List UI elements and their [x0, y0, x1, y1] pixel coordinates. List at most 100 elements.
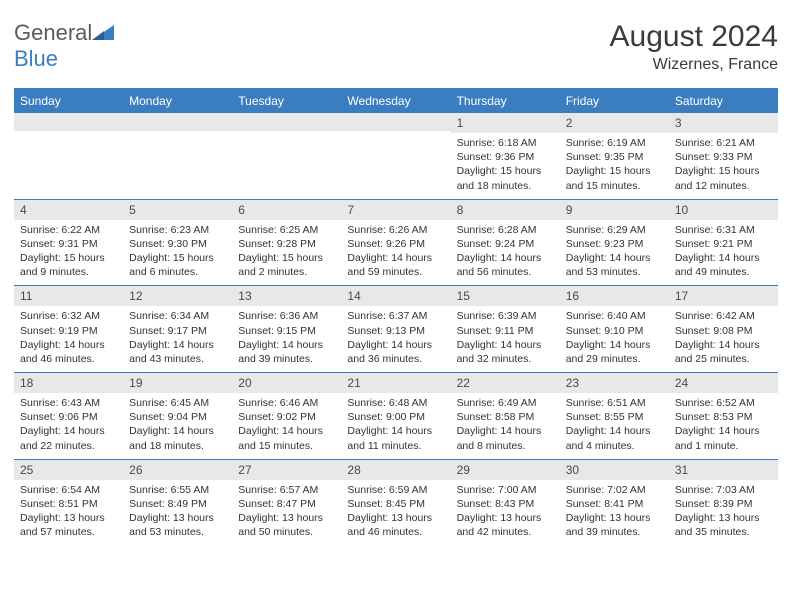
week-row: 1Sunrise: 6:18 AMSunset: 9:36 PMDaylight…: [14, 113, 778, 200]
sunrise-text: Sunrise: 6:59 AM: [347, 483, 444, 497]
date-number: 8: [451, 200, 560, 220]
sunrise-text: Sunrise: 6:36 AM: [238, 309, 335, 323]
day-cell: 5Sunrise: 6:23 AMSunset: 9:30 PMDaylight…: [123, 199, 232, 286]
day-header: Friday: [560, 89, 669, 113]
date-number: [341, 113, 450, 131]
date-number: 20: [232, 373, 341, 393]
sunset-text: Sunset: 9:19 PM: [20, 324, 117, 338]
day-cell: 24Sunrise: 6:52 AMSunset: 8:53 PMDayligh…: [669, 373, 778, 460]
daylight-text: Daylight: 14 hours and 32 minutes.: [457, 338, 554, 366]
day-cell: 10Sunrise: 6:31 AMSunset: 9:21 PMDayligh…: [669, 199, 778, 286]
sunrise-text: Sunrise: 6:18 AM: [457, 136, 554, 150]
sunrise-text: Sunrise: 6:37 AM: [347, 309, 444, 323]
sunset-text: Sunset: 8:51 PM: [20, 497, 117, 511]
day-detail: Sunrise: 6:19 AMSunset: 9:35 PMDaylight:…: [560, 133, 669, 199]
day-detail: Sunrise: 6:32 AMSunset: 9:19 PMDaylight:…: [14, 306, 123, 372]
daylight-text: Daylight: 14 hours and 46 minutes.: [20, 338, 117, 366]
day-cell: 20 Sunrise: 6:46 AMSunset: 9:02 PMDayligh…: [232, 373, 341, 460]
sunrise-text: Sunrise: 6:21 AM: [675, 136, 772, 150]
day-detail: Sunrise: 6:21 AMSunset: 9:33 PMDaylight:…: [669, 133, 778, 199]
sunset-text: Sunset: 8:45 PM: [347, 497, 444, 511]
sunrise-text: Sunrise: 6:25 AM: [238, 223, 335, 237]
sunrise-text: Sunrise: 6:54 AM: [20, 483, 117, 497]
day-cell: [341, 113, 450, 200]
day-detail: Sunrise: 6:54 AMSunset: 8:51 PMDaylight:…: [14, 480, 123, 546]
date-number: 12: [123, 286, 232, 306]
day-cell: 28Sunrise: 6:59 AMSunset: 8:45 PMDayligh…: [341, 459, 450, 545]
sunrise-text: Sunrise: 6:31 AM: [675, 223, 772, 237]
day-header: Saturday: [669, 89, 778, 113]
date-number: [232, 113, 341, 131]
sunset-text: Sunset: 8:55 PM: [566, 410, 663, 424]
sunset-text: Sunset: 9:15 PM: [238, 324, 335, 338]
date-number: 25: [14, 460, 123, 480]
daylight-text: Daylight: 14 hours and 11 minutes.: [347, 424, 444, 452]
day-detail: Sunrise: 6:49 AMSunset: 8:58 PMDaylight:…: [451, 393, 560, 459]
day-cell: 13Sunrise: 6:36 AMSunset: 9:15 PMDayligh…: [232, 286, 341, 373]
day-detail: Sunrise: 6:52 AMSunset: 8:53 PMDaylight:…: [669, 393, 778, 459]
sunrise-text: Sunrise: 6:51 AM: [566, 396, 663, 410]
calendar-body: 1Sunrise: 6:18 AMSunset: 9:36 PMDaylight…: [14, 113, 778, 546]
daylight-text: Daylight: 13 hours and 53 minutes.: [129, 511, 226, 539]
logo: General Blue: [14, 20, 114, 72]
date-number: 21: [341, 373, 450, 393]
day-detail: Sunrise: 6:55 AMSunset: 8:49 PMDaylight:…: [123, 480, 232, 546]
day-detail: Sunrise: 6:34 AMSunset: 9:17 PMDaylight:…: [123, 306, 232, 372]
daylight-text: Daylight: 15 hours and 9 minutes.: [20, 251, 117, 279]
daylight-text: Daylight: 14 hours and 15 minutes.: [238, 424, 335, 452]
day-cell: 31Sunrise: 7:03 AMSunset: 8:39 PMDayligh…: [669, 459, 778, 545]
date-number: 17: [669, 286, 778, 306]
week-row: 25Sunrise: 6:54 AMSunset: 8:51 PMDayligh…: [14, 459, 778, 545]
sunrise-text: Sunrise: 6:55 AM: [129, 483, 226, 497]
date-number: 28: [341, 460, 450, 480]
day-detail: [123, 131, 232, 193]
day-cell: 6Sunrise: 6:25 AMSunset: 9:28 PMDaylight…: [232, 199, 341, 286]
sunset-text: Sunset: 8:53 PM: [675, 410, 772, 424]
day-detail: Sunrise: 6:51 AMSunset: 8:55 PMDaylight:…: [560, 393, 669, 459]
sunrise-text: Sunrise: 6:26 AM: [347, 223, 444, 237]
date-number: 27: [232, 460, 341, 480]
sunset-text: Sunset: 9:33 PM: [675, 150, 772, 164]
day-detail: Sunrise: 6:18 AMSunset: 9:36 PMDaylight:…: [451, 133, 560, 199]
day-cell: 26Sunrise: 6:55 AMSunset: 8:49 PMDayligh…: [123, 459, 232, 545]
daylight-text: Daylight: 14 hours and 1 minute.: [675, 424, 772, 452]
date-number: 11: [14, 286, 123, 306]
sunset-text: Sunset: 9:36 PM: [457, 150, 554, 164]
day-cell: [14, 113, 123, 200]
day-cell: 7Sunrise: 6:26 AMSunset: 9:26 PMDaylight…: [341, 199, 450, 286]
day-detail: Sunrise: 6:40 AMSunset: 9:10 PMDaylight:…: [560, 306, 669, 372]
date-number: 23: [560, 373, 669, 393]
day-detail: Sunrise: 6:48 AMSunset: 9:00 PMDaylight:…: [341, 393, 450, 459]
day-detail: Sunrise: 6:26 AMSunset: 9:26 PMDaylight:…: [341, 220, 450, 286]
day-cell: [123, 113, 232, 200]
sunrise-text: Sunrise: 6:19 AM: [566, 136, 663, 150]
header: General Blue August 2024 Wizernes, Franc…: [14, 20, 778, 74]
date-number: 31: [669, 460, 778, 480]
day-detail: Sunrise: 6:29 AMSunset: 9:23 PMDaylight:…: [560, 220, 669, 286]
date-number: 7: [341, 200, 450, 220]
date-number: 13: [232, 286, 341, 306]
daylight-text: Daylight: 15 hours and 12 minutes.: [675, 164, 772, 192]
date-number: 5: [123, 200, 232, 220]
sunrise-text: Sunrise: 6:46 AM: [238, 396, 335, 410]
sunset-text: Sunset: 9:02 PM: [238, 410, 335, 424]
daylight-text: Daylight: 13 hours and 57 minutes.: [20, 511, 117, 539]
day-detail: Sunrise: 6:39 AMSunset: 9:11 PMDaylight:…: [451, 306, 560, 372]
calendar-page: General Blue August 2024 Wizernes, Franc…: [0, 0, 792, 555]
logo-part1: General: [14, 20, 92, 45]
day-detail: [14, 131, 123, 193]
sunset-text: Sunset: 9:35 PM: [566, 150, 663, 164]
day-cell: 14Sunrise: 6:37 AMSunset: 9:13 PMDayligh…: [341, 286, 450, 373]
sunset-text: Sunset: 8:58 PM: [457, 410, 554, 424]
day-detail: Sunrise: 7:02 AMSunset: 8:41 PMDaylight:…: [560, 480, 669, 546]
day-cell: 23Sunrise: 6:51 AMSunset: 8:55 PMDayligh…: [560, 373, 669, 460]
day-detail: [341, 131, 450, 193]
week-row: 11Sunrise: 6:32 AMSunset: 9:19 PMDayligh…: [14, 286, 778, 373]
daylight-text: Daylight: 15 hours and 6 minutes.: [129, 251, 226, 279]
sunset-text: Sunset: 8:41 PM: [566, 497, 663, 511]
day-cell: 2Sunrise: 6:19 AMSunset: 9:35 PMDaylight…: [560, 113, 669, 200]
sunrise-text: Sunrise: 6:57 AM: [238, 483, 335, 497]
sunset-text: Sunset: 9:30 PM: [129, 237, 226, 251]
date-number: 19: [123, 373, 232, 393]
day-cell: 17Sunrise: 6:42 AMSunset: 9:08 PMDayligh…: [669, 286, 778, 373]
